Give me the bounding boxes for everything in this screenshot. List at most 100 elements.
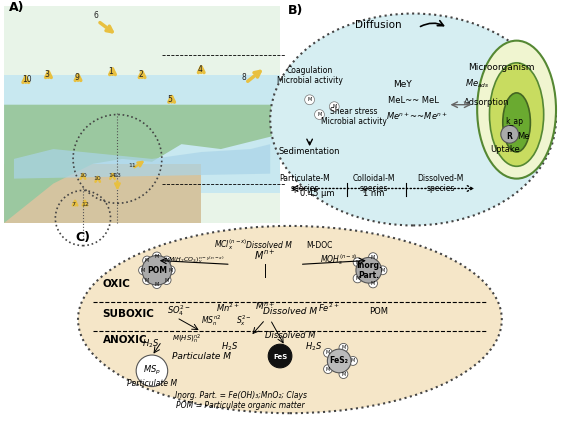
Circle shape bbox=[324, 348, 332, 357]
Text: M: M bbox=[168, 268, 173, 273]
Text: Shear stress
Microbial activity: Shear stress Microbial activity bbox=[321, 107, 387, 127]
Text: $MOH_s^{(n-s)}$: $MOH_s^{(n-s)}$ bbox=[320, 252, 358, 267]
Text: Dissolved M: Dissolved M bbox=[263, 307, 317, 316]
Text: 2: 2 bbox=[138, 70, 143, 79]
Text: Particulate M: Particulate M bbox=[127, 379, 177, 388]
Text: Coagulation
Microbial activity: Coagulation Microbial activity bbox=[277, 66, 342, 85]
Text: 0.45 μm: 0.45 μm bbox=[301, 190, 335, 199]
Circle shape bbox=[369, 279, 378, 288]
Ellipse shape bbox=[78, 226, 502, 413]
Circle shape bbox=[153, 252, 161, 261]
Text: M: M bbox=[326, 350, 330, 355]
FancyBboxPatch shape bbox=[4, 75, 280, 193]
Text: 11: 11 bbox=[128, 163, 136, 168]
Ellipse shape bbox=[477, 40, 556, 178]
Text: M: M bbox=[141, 268, 145, 273]
Circle shape bbox=[166, 266, 175, 275]
Text: M: M bbox=[155, 254, 159, 259]
Text: M: M bbox=[164, 258, 169, 263]
Text: $M^{n+}$: $M^{n+}$ bbox=[255, 249, 276, 262]
Polygon shape bbox=[14, 144, 270, 178]
Text: Particulate M: Particulate M bbox=[172, 352, 231, 361]
Text: M: M bbox=[341, 345, 345, 350]
Circle shape bbox=[315, 109, 324, 119]
Text: M: M bbox=[351, 358, 355, 363]
Text: M: M bbox=[164, 277, 169, 282]
Text: Uptake: Uptake bbox=[490, 145, 519, 154]
Circle shape bbox=[143, 256, 151, 265]
Text: Particulate-M
species: Particulate-M species bbox=[280, 174, 330, 193]
Ellipse shape bbox=[503, 93, 530, 152]
Text: M: M bbox=[326, 366, 330, 371]
Text: M: M bbox=[341, 371, 345, 377]
Circle shape bbox=[353, 258, 362, 267]
Text: Me: Me bbox=[517, 132, 530, 141]
Circle shape bbox=[136, 355, 168, 386]
Text: 14: 14 bbox=[108, 173, 116, 178]
Circle shape bbox=[268, 344, 292, 368]
Text: 9: 9 bbox=[74, 73, 79, 82]
Text: $H_2S$: $H_2S$ bbox=[221, 340, 238, 353]
Text: $M(H_2CO_3)_y^{n-y(n-x)}$: $M(H_2CO_3)_y^{n-y(n-x)}$ bbox=[168, 255, 225, 267]
Text: M: M bbox=[318, 112, 321, 117]
Circle shape bbox=[153, 279, 161, 288]
Ellipse shape bbox=[270, 14, 556, 225]
Polygon shape bbox=[4, 105, 280, 223]
Text: $Fe^{2+}$: $Fe^{2+}$ bbox=[318, 301, 339, 314]
Text: 13: 13 bbox=[113, 173, 121, 178]
Circle shape bbox=[353, 274, 362, 283]
FancyBboxPatch shape bbox=[4, 6, 280, 223]
Text: R: R bbox=[506, 132, 511, 141]
Circle shape bbox=[369, 253, 378, 262]
Text: Adsorption: Adsorption bbox=[464, 98, 510, 106]
Circle shape bbox=[162, 276, 171, 285]
Text: $MS_p$: $MS_p$ bbox=[143, 364, 161, 377]
Text: Inorg.
Part.: Inorg. Part. bbox=[356, 261, 382, 280]
Text: $S_x^{2-}$: $S_x^{2-}$ bbox=[236, 313, 252, 328]
Text: 7: 7 bbox=[71, 202, 75, 207]
Text: Colloidal-M
species: Colloidal-M species bbox=[353, 174, 395, 193]
Text: SUBOXIC: SUBOXIC bbox=[103, 308, 155, 319]
FancyBboxPatch shape bbox=[4, 164, 201, 223]
Text: Dissolved-M
species: Dissolved-M species bbox=[417, 174, 464, 193]
Text: M: M bbox=[332, 104, 336, 109]
Text: M-DOC: M-DOC bbox=[306, 241, 333, 250]
Text: 10: 10 bbox=[79, 173, 87, 178]
Text: 12: 12 bbox=[81, 202, 89, 207]
Text: 6: 6 bbox=[94, 11, 99, 20]
Circle shape bbox=[327, 349, 351, 373]
Text: Diffusion: Diffusion bbox=[356, 20, 402, 30]
Text: $Me_{ads}$: $Me_{ads}$ bbox=[465, 78, 489, 90]
Text: $SO_4^{2-}$: $SO_4^{2-}$ bbox=[167, 303, 191, 318]
Text: ANOXIC: ANOXIC bbox=[103, 335, 147, 345]
Text: POM: POM bbox=[369, 307, 388, 316]
Text: M: M bbox=[371, 281, 375, 286]
Circle shape bbox=[162, 256, 171, 265]
Text: 3: 3 bbox=[44, 70, 49, 79]
Text: $MS_n^{n2}$: $MS_n^{n2}$ bbox=[201, 313, 222, 328]
Text: 4: 4 bbox=[197, 65, 202, 74]
Text: 10: 10 bbox=[22, 75, 31, 84]
Text: Dissolved M: Dissolved M bbox=[265, 331, 315, 340]
Text: C): C) bbox=[75, 231, 90, 244]
Circle shape bbox=[339, 343, 348, 352]
Circle shape bbox=[324, 365, 332, 374]
Text: MeY: MeY bbox=[393, 80, 412, 89]
Circle shape bbox=[378, 266, 387, 275]
Text: M: M bbox=[155, 282, 159, 287]
Text: OXIC: OXIC bbox=[103, 279, 130, 289]
Text: Microorganism: Microorganism bbox=[468, 63, 535, 72]
Text: Dissolved M: Dissolved M bbox=[246, 241, 291, 250]
Text: Sedimentation: Sedimentation bbox=[279, 147, 340, 156]
Circle shape bbox=[339, 370, 348, 379]
Text: FeS: FeS bbox=[273, 354, 287, 360]
Circle shape bbox=[138, 266, 147, 275]
Text: B): B) bbox=[288, 4, 303, 17]
Circle shape bbox=[142, 256, 172, 285]
Text: $MCl_x^{(n-x)}$: $MCl_x^{(n-x)}$ bbox=[214, 237, 248, 252]
Text: M: M bbox=[356, 276, 359, 281]
Text: $M(HS)_n^{n2}$: $M(HS)_n^{n2}$ bbox=[172, 332, 201, 346]
Text: M: M bbox=[145, 277, 149, 282]
Text: M: M bbox=[380, 268, 384, 273]
Text: 10: 10 bbox=[94, 176, 101, 181]
